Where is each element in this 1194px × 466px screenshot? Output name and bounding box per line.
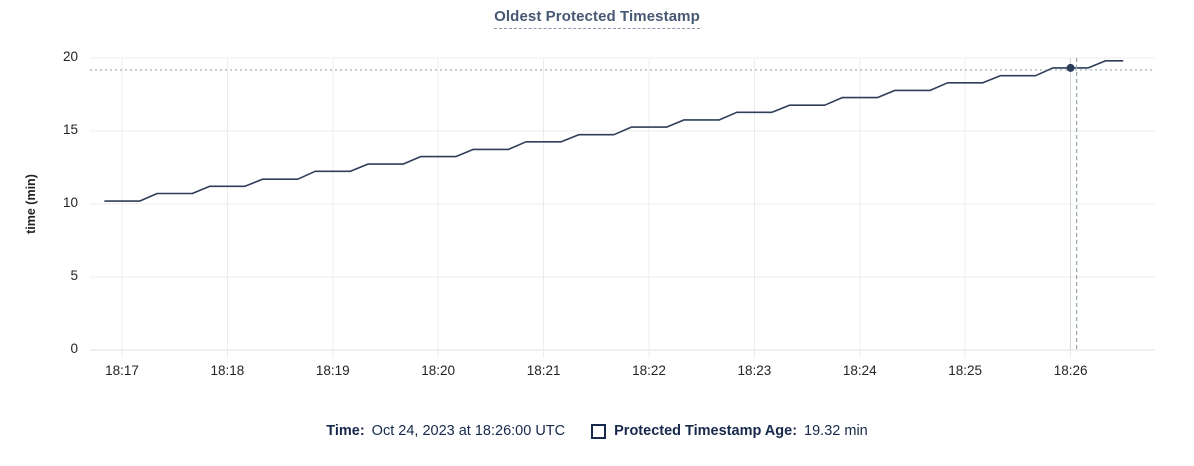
x-tick-label: 18:24 [842, 363, 877, 378]
x-tick-label: 18:17 [105, 363, 139, 378]
chart-plot-area[interactable]: time (min) 0 5 10 15 20 18:17 18:18 18:19 18:20… [0, 0, 1194, 400]
y-tick-label: 5 [70, 268, 78, 283]
x-tick-label: 18:23 [737, 363, 772, 378]
chart-title-row: Oldest Protected Timestamp [0, 8, 1194, 29]
legend-series-toggle[interactable]: Protected Timestamp Age: 19.32 min [591, 421, 868, 441]
y-tick-label: 15 [62, 122, 78, 137]
x-tick-label: 18:22 [632, 363, 666, 378]
legend-time-readout: Time: Oct 24, 2023 at 18:26:00 UTC [326, 421, 565, 441]
x-tick-label: 18:20 [421, 363, 456, 378]
x-tick-label: 18:21 [526, 363, 561, 378]
chart-legend: Time: Oct 24, 2023 at 18:26:00 UTC Prote… [0, 421, 1194, 441]
x-tick-label: 18:18 [210, 363, 245, 378]
legend-series-label: Protected Timestamp Age: [614, 423, 798, 439]
series-line [104, 59, 1124, 202]
x-tick-label: 18:25 [948, 363, 983, 378]
chart-title[interactable]: Oldest Protected Timestamp [494, 8, 700, 29]
hover-point-dot [1066, 63, 1075, 72]
legend-time-value: Oct 24, 2023 at 18:26:00 UTC [371, 423, 566, 439]
x-tick-label: 18:26 [1053, 363, 1088, 378]
legend-series-value: 19.32 min [804, 423, 868, 439]
series-checkbox-icon[interactable] [591, 423, 607, 439]
y-tick-label: 20 [62, 49, 78, 64]
legend-time-label: Time: [326, 423, 365, 439]
x-tick-label: 18:19 [315, 363, 350, 378]
y-tick-label: 0 [70, 341, 78, 356]
y-tick-label: 10 [62, 195, 78, 210]
